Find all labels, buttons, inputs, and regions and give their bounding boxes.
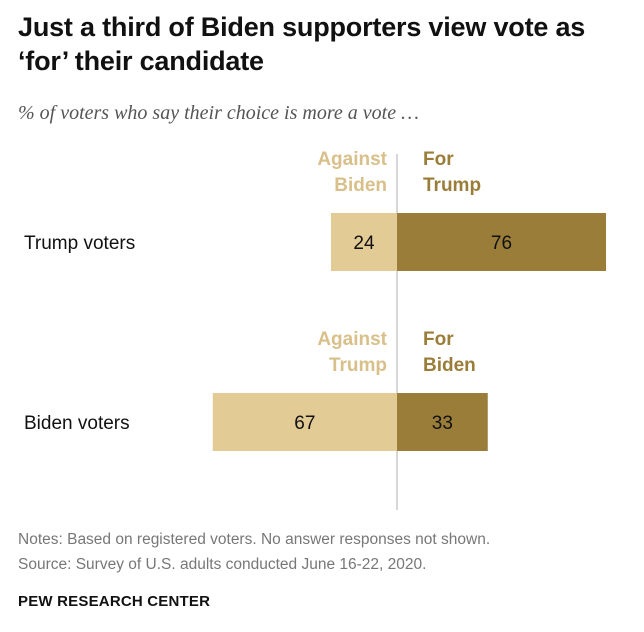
against-label-biden-voters: Against <box>317 329 387 350</box>
for-bar-biden-voters <box>397 393 488 451</box>
against-label-trump-voters: Biden <box>334 175 387 196</box>
chart-notes: Notes: Based on registered voters. No an… <box>18 527 638 577</box>
against-value-trump-voters: 24 <box>353 233 375 254</box>
organization-label: PEW RESEARCH CENTER <box>18 593 211 610</box>
against-label-biden-voters: Trump <box>329 355 387 376</box>
chart-title: Just a third of Biden supporters view vo… <box>18 12 586 76</box>
diverging-bar-chart: Against Biden For Trump Trump voters 24 76 Agai… <box>24 149 606 510</box>
category-label-trump-voters: Trump voters <box>24 233 135 254</box>
source-text: Source: Survey of U.S. adults conducted … <box>18 556 427 573</box>
notes-text: Notes: Based on registered voters. No an… <box>18 531 491 548</box>
for-bar-trump-voters <box>397 213 606 271</box>
for-label-trump-voters: For <box>423 149 454 170</box>
for-label-trump-voters: Trump <box>423 175 481 196</box>
category-label-biden-voters: Biden voters <box>24 413 130 434</box>
for-label-biden-voters: For <box>423 329 454 350</box>
for-value-trump-voters: 76 <box>491 233 512 254</box>
against-bar-biden-voters <box>212 393 397 451</box>
against-bar-trump-voters <box>331 213 397 271</box>
for-value-biden-voters: 33 <box>432 413 453 434</box>
against-label-trump-voters: Against <box>317 149 387 170</box>
for-label-biden-voters: Biden <box>423 355 476 376</box>
chart-subtitle: % of voters who say their choice is more… <box>18 102 419 124</box>
against-value-biden-voters: 67 <box>294 413 315 434</box>
